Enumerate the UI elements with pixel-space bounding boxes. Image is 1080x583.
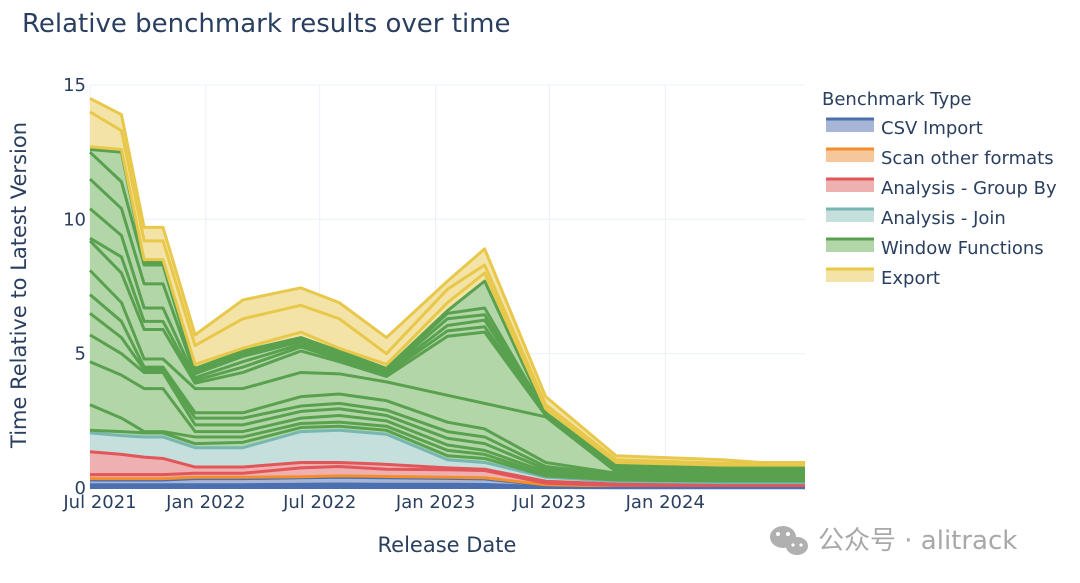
legend-item: Scan other formats [826, 147, 1054, 169]
legend-item: Window Functions [826, 237, 1044, 259]
plot-areas [90, 98, 805, 488]
x-tick-label: Jul 2023 [512, 492, 586, 513]
legend-label: Window Functions [881, 238, 1044, 259]
y-tick-label: 15 [63, 75, 86, 96]
legend-item: Analysis - Join [826, 207, 1006, 229]
legend: Benchmark Type CSV Import Scan other form… [822, 89, 1057, 289]
x-tick-label: Jan 2022 [165, 492, 245, 513]
legend-item: CSV Import [826, 117, 983, 139]
x-tick-label: Jan 2024 [625, 492, 705, 513]
x-tick-label: Jul 2022 [282, 492, 356, 513]
y-tick-label: 10 [63, 209, 86, 230]
legend-label: Analysis - Group By [881, 178, 1057, 199]
legend-swatch [826, 209, 874, 222]
series-line [89, 97, 805, 464]
wechat-icon [770, 526, 808, 555]
series-line [89, 147, 805, 469]
watermark-text: 公众号 · alitrack [818, 526, 1017, 556]
x-tick-label: Jan 2023 [395, 492, 475, 513]
series-line [89, 110, 805, 465]
area-band [90, 477, 805, 488]
legend-swatch [826, 269, 874, 282]
legend-label: Scan other formats [881, 148, 1054, 169]
area-band [90, 430, 805, 485]
legend-swatch [826, 239, 874, 252]
area-band [90, 146, 805, 468]
legend-item: Analysis - Group By [826, 177, 1057, 199]
series-line [89, 450, 805, 487]
legend-title: Benchmark Type [822, 89, 972, 110]
legend-swatch [826, 149, 874, 162]
legend-label: Export [881, 268, 940, 289]
axis-ticks: 0 5 10 15 Jul 2021 Jan 2022 Jul 2022 Jan 2023 Ju… [62, 75, 705, 513]
x-tick-label: Jul 2021 [62, 492, 136, 513]
legend-swatch [826, 179, 874, 192]
y-axis-title: Time Relative to Latest Version [7, 122, 31, 449]
legend-swatch [826, 119, 874, 132]
y-tick-label: 0 [75, 478, 86, 499]
area-band [90, 240, 805, 475]
legend-item: Export [826, 267, 940, 289]
y-tick-label: 5 [75, 344, 86, 365]
plot-lines [88, 97, 805, 490]
chart-title: Relative benchmark results over time [22, 9, 511, 39]
legend-label: CSV Import [881, 118, 983, 139]
series-line [89, 145, 805, 467]
x-axis-title: Release Date [378, 533, 517, 557]
legend-label: Analysis - Join [881, 208, 1006, 229]
watermark: 公众号 · alitrack [770, 526, 1017, 556]
